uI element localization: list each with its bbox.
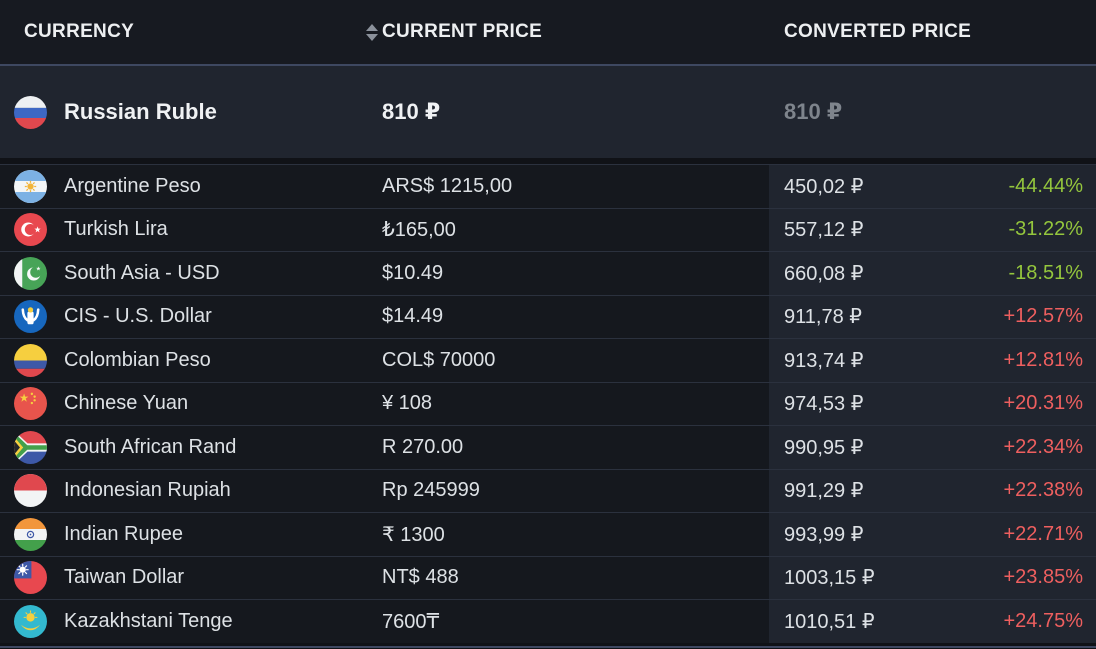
table-row[interactable]: Taiwan Dollar NT$ 488 1003,15 ₽ +23.85%	[0, 555, 1096, 599]
table-row[interactable]: South African Rand R 270.00 990,95 ₽ +22.34…	[0, 425, 1096, 469]
table-row[interactable]: Kazakhstani Tenge 7600₸ 1010,51 ₽ +24.75%	[0, 599, 1096, 643]
flag-icon-colombia	[14, 343, 47, 377]
currency-name: Taiwan Dollar	[64, 566, 185, 589]
table-row[interactable]: Argentine Peso ARS$ 1215,00 450,02 ₽ -44.44…	[0, 164, 1096, 208]
price-difference: +23.85%	[1003, 566, 1083, 589]
converted-price: 450,02 ₽	[784, 175, 864, 198]
currency-name: Argentine Peso	[64, 174, 201, 197]
converted-price: 913,74 ₽	[784, 349, 864, 372]
flag-icon-pakistan	[14, 256, 47, 290]
base-currency-name: Russian Ruble	[64, 99, 217, 124]
table-row[interactable]: South Asia - USD $10.49 660,08 ₽ -18.51%	[0, 251, 1096, 295]
price-difference: +12.81%	[1003, 348, 1083, 371]
sort-icon[interactable]	[366, 23, 378, 41]
current-price: ₹ 1300	[382, 523, 445, 546]
converted-price: 1010,51 ₽	[784, 610, 875, 633]
currency-name: Indonesian Rupiah	[64, 479, 231, 502]
converted-price: 993,99 ₽	[784, 523, 864, 546]
current-price: Rp 245999	[382, 479, 480, 502]
table-row[interactable]: Chinese Yuan ¥ 108 974,53 ₽ +20.31%	[0, 381, 1096, 425]
current-price: ARS$ 1215,00	[382, 174, 513, 197]
table-row[interactable]: Indian Rupee ₹ 1300 993,99 ₽ +22.71%	[0, 512, 1096, 556]
table-row[interactable]: Colombian Peso COL$ 70000 913,74 ₽ +12.81%	[0, 338, 1096, 382]
flag-icon-argentina	[14, 169, 47, 203]
column-header-currency-label: CURRENCY	[24, 21, 135, 42]
currency-name: South African Rand	[64, 435, 237, 458]
converted-price: 911,78 ₽	[784, 306, 862, 329]
currency-name: Kazakhstani Tenge	[64, 609, 233, 632]
flag-icon-cis	[14, 300, 47, 334]
base-converted-price: 810 ₽	[784, 99, 843, 124]
table-header: CURRENCY CURRENT PRICE CONVERTED PRICE	[0, 0, 1096, 66]
converted-price: 990,95 ₽	[784, 436, 864, 459]
converted-price: 991,29 ₽	[784, 480, 864, 503]
price-difference: +24.75%	[1003, 609, 1083, 632]
price-difference: +12.57%	[1003, 305, 1083, 328]
converted-price: 557,12 ₽	[784, 219, 864, 242]
table-bottom-fill	[0, 647, 1096, 649]
current-price: $14.49	[382, 305, 444, 328]
currency-name: Colombian Peso	[64, 348, 211, 371]
converted-price: 1003,15 ₽	[784, 567, 875, 590]
current-price: COL$ 70000	[382, 348, 496, 371]
base-currency-row[interactable]: Russian Ruble 810 ₽ 810 ₽	[0, 66, 1096, 158]
sort-up-arrow-icon	[366, 23, 378, 31]
price-difference: +22.34%	[1003, 435, 1083, 458]
price-difference: +20.31%	[1003, 392, 1083, 415]
base-current-price: 810 ₽	[382, 99, 441, 124]
flag-icon-south-africa	[14, 430, 47, 464]
price-difference: -44.44%	[1008, 174, 1084, 197]
flag-icon-indonesia	[14, 474, 47, 508]
flag-icon-turkey	[14, 213, 47, 247]
converted-price: 974,53 ₽	[784, 393, 864, 416]
price-difference: +22.38%	[1003, 479, 1083, 502]
table-bottom-border	[0, 645, 1096, 648]
table-row[interactable]: CIS - U.S. Dollar $14.49 911,78 ₽ +12.57%	[0, 294, 1096, 338]
flag-icon-india	[14, 517, 47, 551]
current-price: NT$ 488	[382, 566, 459, 589]
currency-name: CIS - U.S. Dollar	[64, 305, 212, 328]
price-difference: -18.51%	[1008, 261, 1084, 284]
price-difference: +22.71%	[1003, 522, 1083, 545]
row-gap-divider	[0, 158, 1096, 164]
currency-name: Chinese Yuan	[64, 392, 189, 415]
flag-icon-kazakhstan	[14, 604, 47, 638]
flag-icon-taiwan	[14, 561, 47, 595]
flag-icon-china	[14, 387, 47, 421]
current-price: 7600₸	[382, 610, 440, 633]
column-header-current-price[interactable]: CURRENT PRICE	[382, 21, 543, 42]
table-row[interactable]: Indonesian Rupiah Rp 245999 991,29 ₽ +22.38…	[0, 468, 1096, 512]
current-price: $10.49	[382, 261, 444, 284]
current-price: R 270.00	[382, 435, 464, 458]
table-bottom-gap	[0, 642, 1096, 646]
column-header-currency[interactable]: CURRENCY	[0, 21, 381, 43]
currency-table-body: Argentine Peso ARS$ 1215,00 450,02 ₽ -44.44…	[0, 164, 1096, 643]
price-difference: -31.22%	[1008, 218, 1084, 241]
converted-price: 660,08 ₽	[784, 262, 864, 285]
currency-name: Indian Rupee	[64, 522, 183, 545]
currency-name: Turkish Lira	[64, 218, 168, 241]
sort-down-arrow-icon	[366, 33, 378, 41]
currency-name: South Asia - USD	[64, 261, 220, 284]
current-price: ¥ 108	[382, 392, 433, 415]
column-header-converted-price[interactable]: CONVERTED PRICE	[784, 21, 972, 42]
flag-icon-russia	[14, 95, 47, 129]
table-row[interactable]: Turkish Lira ₺165,00 557,12 ₽ -31.22%	[0, 207, 1096, 251]
current-price: ₺165,00	[382, 219, 456, 242]
